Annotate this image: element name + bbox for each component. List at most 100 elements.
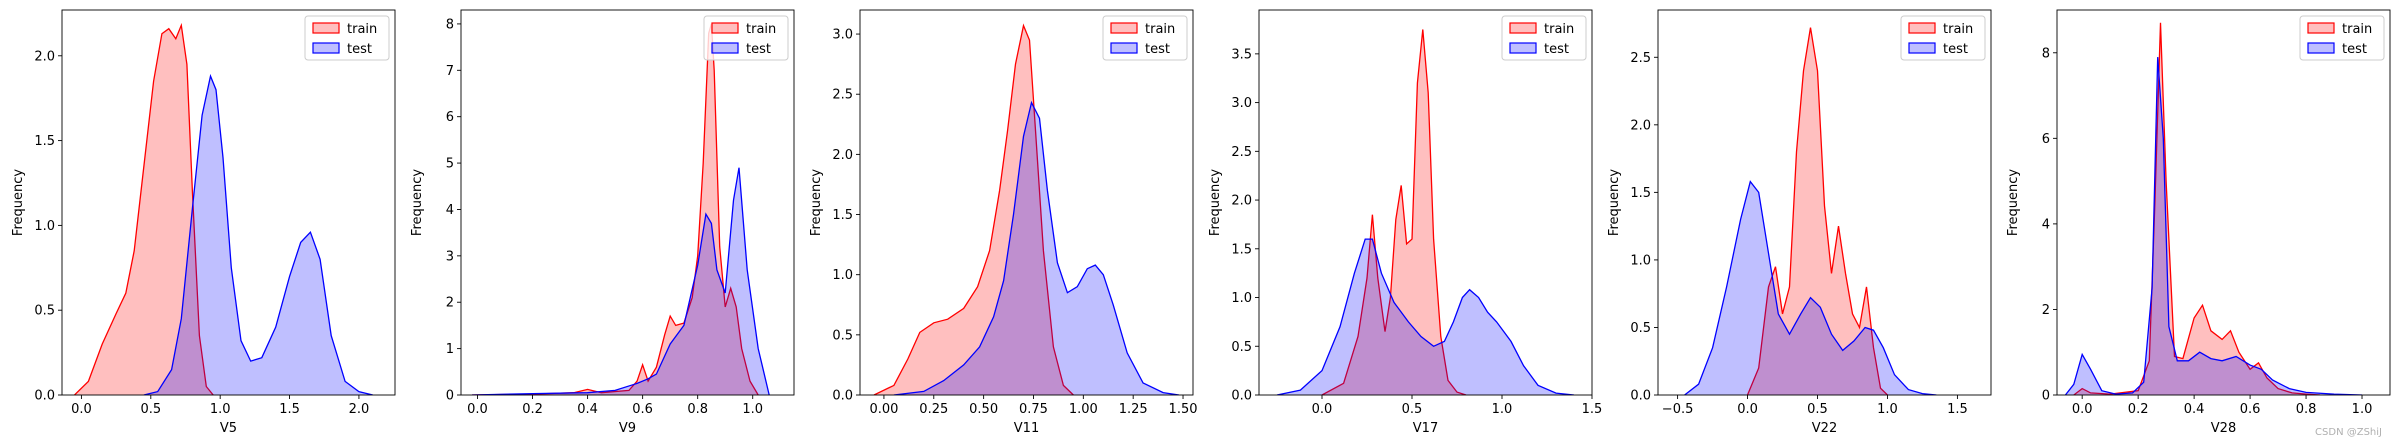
y-tick-label: 2 bbox=[446, 296, 454, 311]
x-tick-label: 0.5 bbox=[140, 402, 161, 417]
x-tick-label: 0.0 bbox=[467, 402, 488, 417]
axes-frame bbox=[1258, 9, 1593, 396]
legend-swatch-test bbox=[312, 42, 340, 54]
y-tick-label: 0 bbox=[446, 389, 454, 404]
panel-v5: 0.0 0.5 1.0 1.5 2.0 0.0 0.5 1.0 1.5 2.0 V5 Frequenc… bbox=[11, 9, 396, 436]
legend-label-train: train bbox=[1943, 22, 1973, 37]
y-tick-label: 2.0 bbox=[832, 148, 853, 163]
legend-swatch-train bbox=[1110, 22, 1138, 34]
y-tick-label: 0 bbox=[2042, 389, 2050, 404]
x-tick-label: 1.0 bbox=[210, 402, 231, 417]
legend-swatch-test bbox=[711, 42, 739, 54]
legend-label-test: test bbox=[1145, 42, 1170, 57]
x-axis-label: V11 bbox=[1014, 421, 1039, 436]
legend-label-test: test bbox=[1544, 42, 1569, 57]
legend-label-train: train bbox=[347, 22, 377, 37]
legend: train test bbox=[1501, 15, 1587, 61]
y-tick-label: 3.0 bbox=[832, 28, 853, 43]
kde-fill-test bbox=[472, 167, 770, 395]
y-tick-label: 2.5 bbox=[1231, 145, 1252, 160]
x-axis-label: V22 bbox=[1812, 421, 1837, 436]
legend: train test bbox=[304, 15, 390, 61]
x-tick-label: 1.5 bbox=[279, 402, 300, 417]
x-tick-label: 0.2 bbox=[2128, 402, 2149, 417]
legend-swatch-train bbox=[312, 22, 340, 34]
kde-line-train bbox=[74, 22, 214, 395]
legend-swatch-test bbox=[1908, 42, 1936, 54]
legend-label-train: train bbox=[746, 22, 776, 37]
x-tick-label: 1.5 bbox=[1947, 402, 1968, 417]
y-tick-label: 1.5 bbox=[34, 134, 55, 149]
x-tick-label: 1.25 bbox=[1119, 402, 1148, 417]
legend-label-train: train bbox=[1145, 22, 1175, 37]
axes-frame bbox=[1657, 9, 1992, 396]
y-axis-label: Frequency bbox=[410, 169, 425, 236]
x-tick-label: 1.50 bbox=[1169, 402, 1198, 417]
axes-frame bbox=[61, 9, 396, 396]
y-tick-label: 0.0 bbox=[1231, 389, 1252, 404]
kde-line-train bbox=[1746, 27, 1888, 395]
y-tick-label: 0.0 bbox=[34, 389, 55, 404]
panel-v17: 0.0 0.5 1.0 1.5 0.0 0.5 1.0 1.5 2.0 2.5 3.0 3.5 V17 F… bbox=[1208, 9, 1602, 436]
y-tick-label: 2.5 bbox=[1630, 51, 1651, 66]
y-tick-label: 1.5 bbox=[832, 208, 853, 223]
x-tick-label: 0.4 bbox=[577, 402, 598, 417]
y-tick-label: 0.5 bbox=[34, 304, 55, 319]
x-tick-label: 0.0 bbox=[1312, 402, 1333, 417]
y-tick-label: 2.0 bbox=[1231, 194, 1252, 209]
y-tick-label: 1.5 bbox=[1231, 242, 1252, 257]
x-tick-label: 0.25 bbox=[919, 402, 948, 417]
x-tick-label: 0.6 bbox=[632, 402, 653, 417]
legend-label-test: test bbox=[347, 42, 372, 57]
y-tick-label: 6 bbox=[2042, 132, 2050, 147]
kde-fill-train bbox=[1747, 27, 1888, 395]
kde-fill-train bbox=[874, 25, 1074, 395]
y-axis-label: Frequency bbox=[2006, 169, 2021, 236]
legend-box bbox=[2299, 15, 2385, 61]
y-tick-label: 1.0 bbox=[34, 219, 55, 234]
kde-fill-test bbox=[1684, 181, 1937, 395]
legend-box bbox=[1102, 15, 1188, 61]
legend-label-test: test bbox=[1943, 42, 1968, 57]
legend-swatch-test bbox=[1110, 42, 1138, 54]
y-tick-label: 1 bbox=[446, 342, 454, 357]
y-tick-label: 0.0 bbox=[832, 389, 853, 404]
x-axis-label: V28 bbox=[2211, 421, 2236, 436]
x-axis-label: V17 bbox=[1413, 421, 1438, 436]
legend: train test bbox=[703, 15, 789, 61]
y-axis-label: Frequency bbox=[11, 169, 26, 236]
y-tick-label: 3.5 bbox=[1231, 47, 1252, 62]
legend-swatch-test bbox=[1509, 42, 1537, 54]
legend: train test bbox=[2299, 15, 2385, 61]
x-tick-label: 0.0 bbox=[1737, 402, 1758, 417]
axes-frame bbox=[2056, 9, 2391, 396]
x-axis-label: V5 bbox=[220, 421, 237, 436]
x-tick-label: 1.00 bbox=[1069, 402, 1098, 417]
x-tick-label: 1.0 bbox=[1492, 402, 1513, 417]
legend: train test bbox=[1102, 15, 1188, 61]
kde-fill-test bbox=[1277, 239, 1574, 395]
y-tick-label: 0.0 bbox=[1630, 389, 1651, 404]
x-tick-label: 1.0 bbox=[1877, 402, 1898, 417]
x-tick-label: 0.75 bbox=[1019, 402, 1048, 417]
legend-box bbox=[304, 15, 390, 61]
x-tick-label: 0.50 bbox=[969, 402, 998, 417]
y-tick-label: 4 bbox=[446, 203, 454, 218]
y-tick-label: 1.0 bbox=[1231, 291, 1252, 306]
x-tick-label: 0.0 bbox=[2072, 402, 2093, 417]
x-tick-label: 2.0 bbox=[349, 402, 370, 417]
x-axis-label: V9 bbox=[619, 421, 636, 436]
kde-line-test bbox=[893, 100, 1180, 395]
y-tick-label: 5 bbox=[446, 157, 454, 172]
y-tick-label: 6 bbox=[446, 110, 454, 125]
panel-v22: −0.5 0.0 0.5 1.0 1.5 0.0 0.5 1.0 1.5 2.0 2.5 V22 Fre… bbox=[1607, 9, 1992, 436]
x-tick-label: 0.8 bbox=[2296, 402, 2317, 417]
x-tick-label: 0.4 bbox=[2184, 402, 2205, 417]
kde-fill-test bbox=[893, 102, 1179, 395]
y-tick-label: 0.5 bbox=[832, 328, 853, 343]
y-tick-label: 1.5 bbox=[1630, 186, 1651, 201]
kde-line-test bbox=[1684, 180, 1937, 395]
kde-line-test bbox=[471, 167, 770, 395]
panel-v9: 0.0 0.2 0.4 0.6 0.8 1.0 0 1 2 3 4 5 6 7 8 V9 Frequency tr… bbox=[410, 9, 795, 436]
